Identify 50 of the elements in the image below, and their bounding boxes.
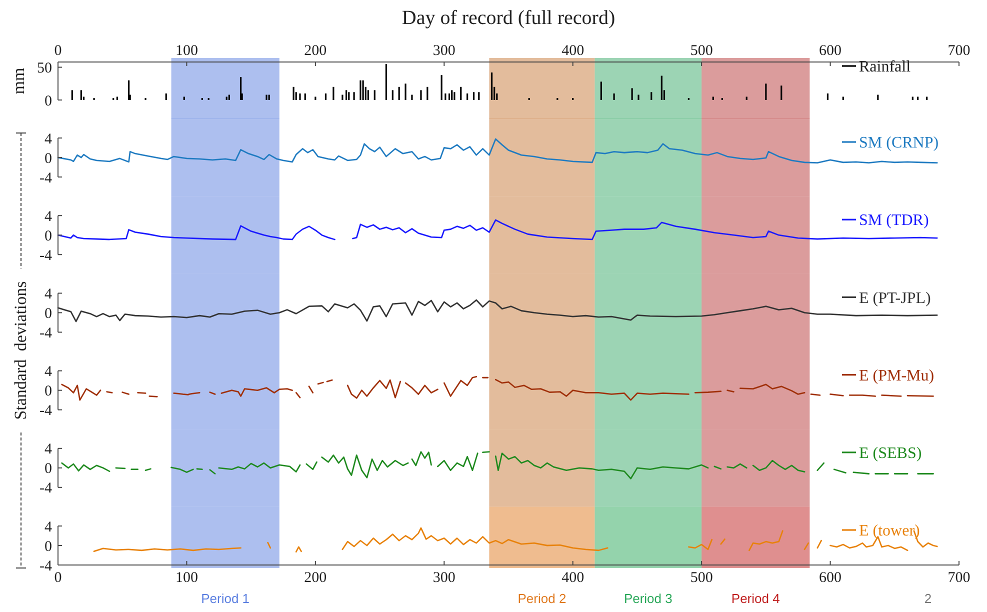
y-tick-label: -4: [40, 248, 52, 264]
y-tick-label: -4: [40, 325, 52, 342]
y-tick-label: 0: [44, 150, 52, 167]
x-tick-label: 400: [562, 570, 584, 586]
legend-label: Rainfall: [859, 58, 912, 76]
y-tick-label: 0: [44, 306, 52, 322]
y-tick-label: 0: [44, 228, 52, 244]
x2-tick-label: 200: [304, 43, 327, 59]
legend-label: E (tower): [859, 522, 920, 540]
x-tick-label: 100: [175, 570, 198, 586]
y-tick-label: 4: [44, 442, 52, 458]
y-tick-label: 0: [44, 461, 52, 478]
text: 2: [924, 591, 932, 606]
y-tick-label: -4: [40, 170, 52, 186]
x2-axis-title: Day of record (full record): [402, 7, 616, 29]
band-label: Period 2: [518, 591, 566, 606]
y-tick-label: 4: [44, 364, 52, 380]
legend-label: SM (TDR): [859, 212, 929, 230]
band-label: Period 4: [731, 591, 780, 606]
y-tick-label: -4: [40, 403, 52, 420]
y-tick-label: 0: [44, 93, 52, 110]
x2-tick-label: 500: [690, 43, 713, 59]
y-tick-label: 50: [37, 60, 52, 76]
x2-tick-label: 400: [562, 43, 584, 59]
x-tick-label: 300: [432, 570, 456, 586]
legend-label: E (PM-Mu): [859, 367, 934, 384]
y-tick-label: -4: [40, 480, 52, 497]
y-axis-title: Standard deviations: [11, 281, 30, 420]
x-tick-label: 600: [819, 570, 842, 586]
y-axis-title: mm: [9, 68, 28, 94]
y-tick-label: 4: [44, 519, 52, 536]
y-tick-label: 4: [44, 286, 52, 302]
legend-label: E (PT-JPL): [859, 290, 931, 307]
x-tick-label: 200: [304, 570, 327, 586]
y-tick-label: 4: [44, 208, 52, 225]
x2-tick-label: 700: [948, 43, 970, 59]
y-tick-label: 0: [44, 384, 52, 400]
x2-tick-label: 600: [819, 43, 842, 59]
x2-tick-label: 300: [432, 43, 456, 59]
y-tick-label: 4: [44, 131, 52, 148]
y-tick-label: 0: [44, 538, 52, 555]
legend-label: E (SEBS): [859, 445, 922, 462]
x-tick-label: 500: [690, 570, 713, 586]
line-series: [57, 138, 938, 164]
y-tick-label: -4: [40, 558, 52, 574]
x2-tick-label: 100: [175, 43, 198, 59]
x-tick-label: 700: [948, 570, 970, 586]
legend-label: SM (CRNP): [859, 134, 939, 152]
band-label: Period 3: [624, 591, 672, 606]
band-label: Period 1: [201, 591, 250, 606]
